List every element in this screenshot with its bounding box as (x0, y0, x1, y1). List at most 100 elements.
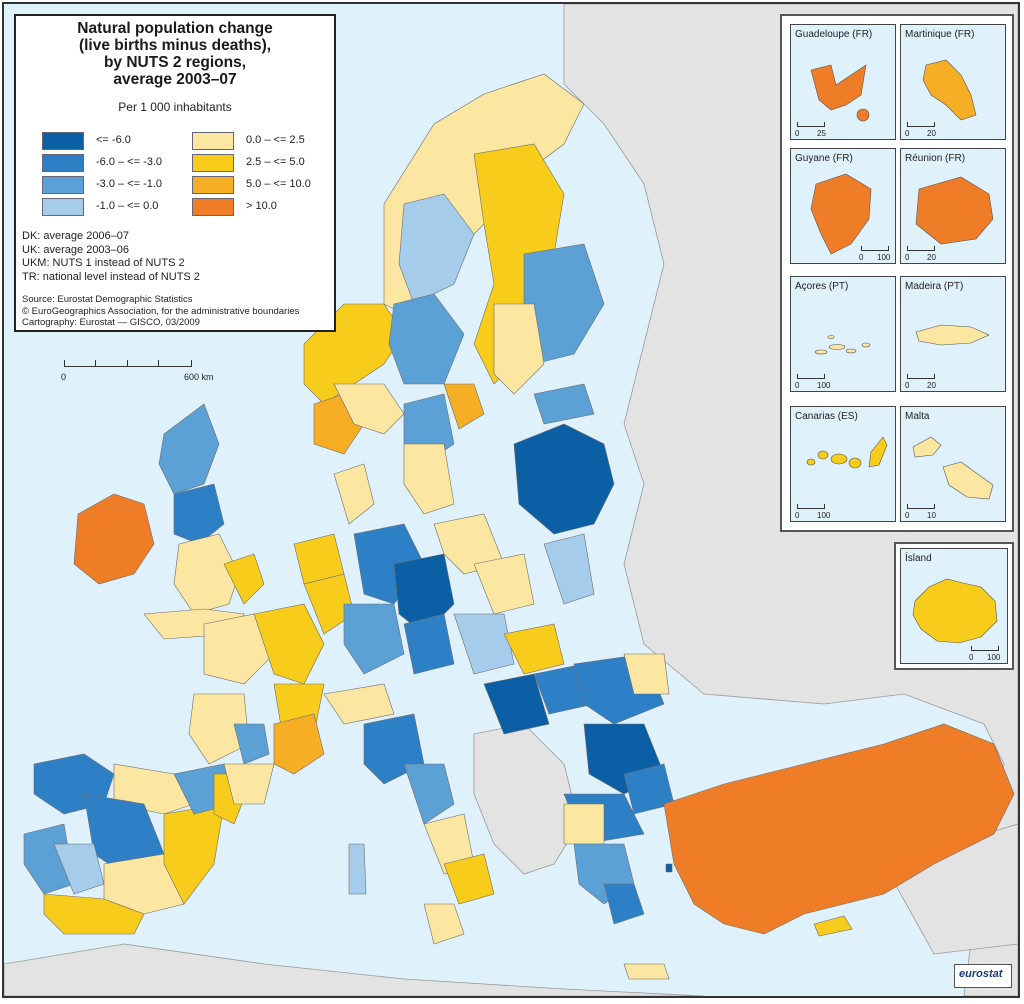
overseas-insets-panel: Guadeloupe (FR) 0 25 Martinique (FR) 0 2… (780, 14, 1014, 532)
legend-swatch (192, 154, 234, 172)
inset-scale-start: 0 (905, 511, 910, 520)
region-shape (861, 342, 871, 348)
region-shape (848, 457, 862, 469)
inset-scale-end: 20 (927, 129, 936, 138)
guyane-shape (810, 173, 872, 255)
legend-label: 5.0 – <= 10.0 (246, 178, 311, 190)
finland (473, 143, 605, 395)
martinique-shape (922, 59, 977, 121)
canarias-shape (806, 436, 888, 469)
inset-scale-start: 0 (795, 381, 800, 390)
legend-label: > 10.0 (246, 200, 277, 212)
uk-ireland (73, 403, 265, 640)
italy (323, 683, 495, 945)
map-title: Natural population change (live births m… (16, 20, 334, 88)
legend-swatch (192, 176, 234, 194)
legend-swatch (192, 198, 234, 216)
madeira-shape (915, 324, 990, 346)
baltics (513, 383, 615, 535)
cyprus (813, 915, 853, 937)
note-line: TR: national level instead of NUTS 2 (22, 270, 200, 283)
legend-label: -1.0 – <= 0.0 (96, 200, 159, 212)
inset-scale-start: 0 (795, 511, 800, 520)
region-shape (856, 108, 870, 122)
eastern-europe (483, 653, 675, 845)
scale-tick (158, 360, 159, 366)
note-line: UKM: NUTS 1 instead of NUTS 2 (22, 257, 185, 269)
inset-scale-start: 0 (795, 129, 800, 138)
region-shape (868, 436, 888, 468)
scale-bar-line (64, 360, 192, 367)
inset-scale-start: 0 (905, 129, 910, 138)
scale-tick (127, 360, 128, 366)
region-shape (942, 461, 994, 500)
region-shape (817, 450, 829, 460)
france (188, 573, 355, 805)
region-shape (814, 349, 828, 355)
inset-scale-bar (797, 504, 825, 509)
acores-shape (814, 335, 871, 355)
inset-scale-end: 100 (817, 381, 831, 390)
inset-scale-start: 0 (905, 381, 910, 390)
eurostat-logo: eurostat (954, 964, 1012, 988)
region-shape (915, 176, 994, 245)
inset-scale-end: 100 (877, 253, 891, 262)
region-shape (845, 348, 857, 354)
scale-bar: 0 600 km (61, 360, 224, 386)
inset-scale-bar (971, 646, 999, 651)
source-line: Source: Eurostat Demographic Statistics (22, 294, 193, 305)
inset-label: Guyane (FR) (795, 153, 853, 164)
title-line: (live births minus deaths), (78, 37, 272, 54)
source-line: Cartography: Eurostat — GISCO, 03/2009 (22, 317, 200, 328)
title-line: by NUTS 2 regions, (103, 54, 247, 71)
inset-label: Ísland (905, 553, 932, 564)
inset-scale-bar (861, 246, 889, 251)
region-shape (922, 59, 977, 121)
legend-swatch (42, 176, 84, 194)
inset-scale-bar (797, 374, 825, 379)
iceland-shape (912, 578, 998, 644)
inset-scale-bar (797, 122, 825, 127)
inset-scale-end: 10 (927, 511, 936, 520)
legend-label: -3.0 – <= -1.0 (96, 178, 163, 190)
inset-scale-bar (907, 374, 935, 379)
legend-swatch (42, 198, 84, 216)
scale-end-label: 600 km (184, 372, 214, 382)
inset-madeira: Madeira (PT) 0 20 (900, 276, 1006, 392)
title-line: average 2003–07 (113, 71, 237, 88)
iberia (23, 753, 255, 935)
balkans-grey (473, 723, 580, 875)
title-line: Natural population change (77, 20, 273, 37)
reunion-shape (915, 176, 994, 245)
inset-scale-end: 25 (817, 129, 826, 138)
note-line: UK: average 2003–06 (22, 243, 130, 256)
region-shape (915, 324, 990, 346)
inset-scale-bar (907, 122, 935, 127)
scale-start-label: 0 (61, 372, 67, 382)
source-line: © EuroGeographics Association, for the a… (22, 305, 300, 317)
inset-scale-start: 0 (969, 653, 974, 662)
turkey (663, 723, 1015, 935)
inset-label: Réunion (FR) (905, 153, 966, 164)
inset-label: Canarias (ES) (795, 411, 858, 422)
inset-scale-bar (907, 504, 935, 509)
guadeloupe-shape (810, 64, 870, 122)
region-shape (912, 436, 942, 458)
inset-label: Açores (PT) (795, 281, 849, 292)
inset-martinique: Martinique (FR) 0 20 (900, 24, 1006, 140)
inset-canarias: Canarias (ES) 0 100 (790, 406, 896, 522)
legend-swatch (192, 132, 234, 150)
greece (573, 843, 673, 980)
inset-label: Malta (905, 411, 930, 422)
inset-reunion: Réunion (FR) 0 20 (900, 148, 1006, 264)
legend-swatch (42, 154, 84, 172)
inset-acores: Açores (PT) 0 100 (790, 276, 896, 392)
note-line: DK: average 2006–07 (22, 230, 130, 242)
unit-label: Per 1 000 inhabitants (118, 100, 232, 114)
inset-scale-bar (907, 246, 935, 251)
inset-label: Madeira (PT) (905, 281, 964, 292)
notes: DK: average 2006–07 UK: average 2003–06 … (22, 230, 200, 284)
source-credits: Source: Eurostat Demographic Statistics … (22, 294, 299, 329)
region-shape (828, 344, 846, 350)
